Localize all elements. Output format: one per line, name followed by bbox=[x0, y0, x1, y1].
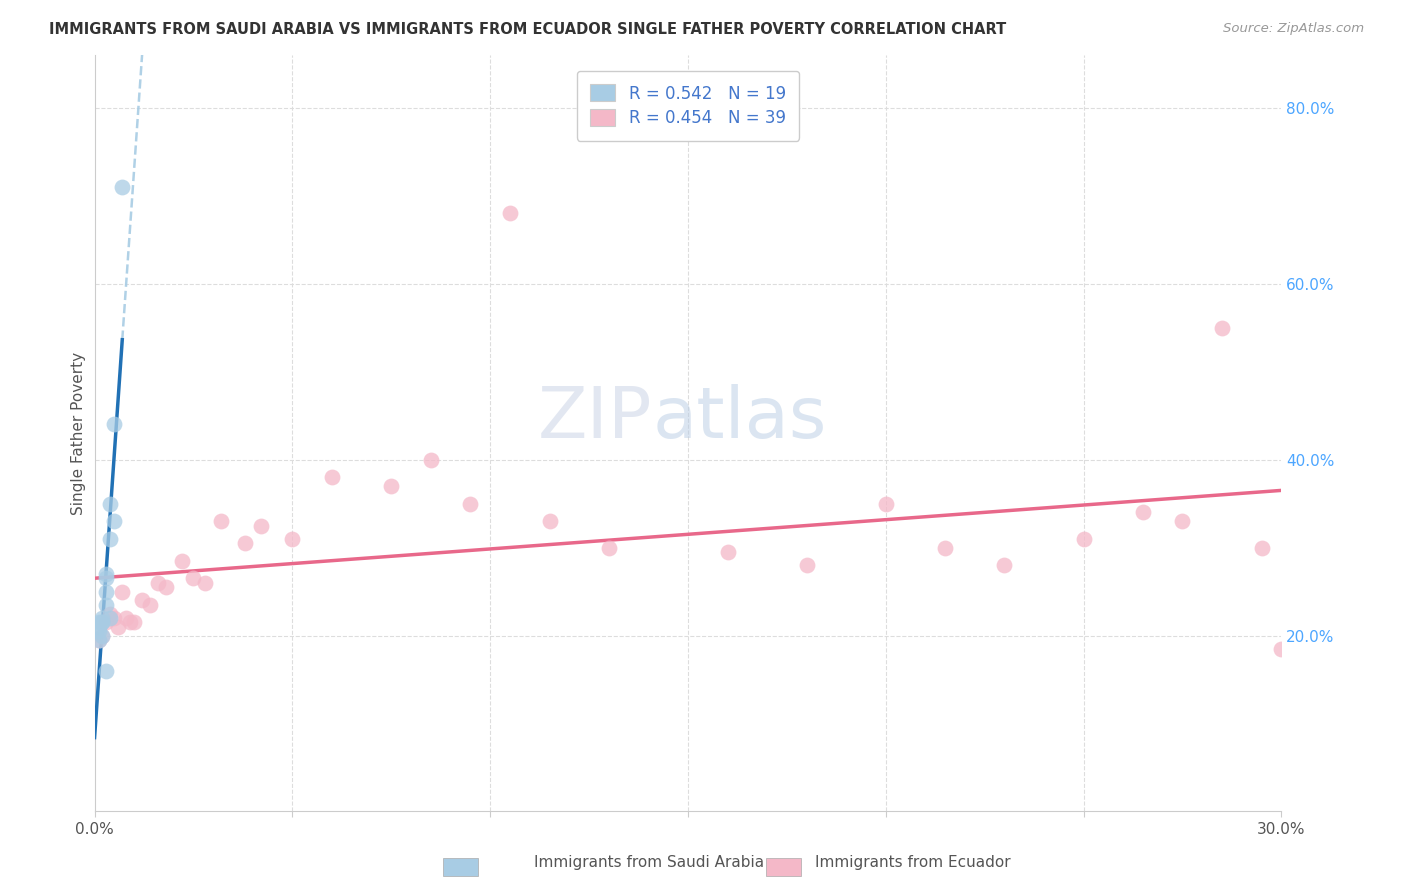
Point bbox=[115, 611, 138, 625]
Point bbox=[100, 532, 122, 546]
Point bbox=[875, 497, 897, 511]
Point bbox=[499, 206, 522, 220]
Point bbox=[716, 545, 738, 559]
Point bbox=[87, 620, 110, 634]
Point bbox=[281, 532, 304, 546]
Point bbox=[598, 541, 620, 555]
Point bbox=[96, 584, 118, 599]
Point bbox=[91, 629, 114, 643]
Point bbox=[120, 615, 142, 630]
Text: atlas: atlas bbox=[652, 384, 827, 452]
Point bbox=[91, 629, 114, 643]
Point bbox=[1270, 641, 1292, 656]
Point bbox=[249, 518, 271, 533]
Point bbox=[96, 615, 118, 630]
Point bbox=[131, 593, 153, 607]
Text: ZIP: ZIP bbox=[538, 384, 652, 452]
Point bbox=[380, 479, 402, 493]
Point bbox=[419, 452, 441, 467]
Point bbox=[122, 615, 145, 630]
Point bbox=[170, 554, 193, 568]
Point bbox=[233, 536, 256, 550]
Point bbox=[96, 664, 118, 678]
Point bbox=[103, 514, 125, 528]
Point bbox=[934, 541, 956, 555]
Point bbox=[139, 598, 162, 612]
Point bbox=[100, 611, 122, 625]
Point bbox=[1250, 541, 1272, 555]
Point bbox=[321, 470, 343, 484]
Point bbox=[194, 575, 217, 590]
Point bbox=[111, 180, 134, 194]
Point bbox=[183, 571, 205, 585]
Point bbox=[460, 497, 482, 511]
Point bbox=[96, 571, 118, 585]
Point bbox=[107, 620, 129, 634]
Point bbox=[87, 632, 110, 647]
Point bbox=[1171, 514, 1194, 528]
Point bbox=[91, 615, 114, 630]
Point bbox=[1073, 532, 1095, 546]
Point bbox=[1211, 320, 1233, 334]
Point bbox=[103, 611, 125, 625]
Point bbox=[100, 607, 122, 621]
Point bbox=[146, 575, 169, 590]
Y-axis label: Single Father Poverty: Single Father Poverty bbox=[72, 351, 86, 515]
Point bbox=[91, 615, 114, 630]
Point bbox=[796, 558, 818, 573]
Point bbox=[87, 624, 110, 639]
Text: Immigrants from Saudi Arabia: Immigrants from Saudi Arabia bbox=[534, 855, 765, 870]
Point bbox=[111, 584, 134, 599]
Point bbox=[1132, 505, 1154, 519]
Point bbox=[91, 611, 114, 625]
Point bbox=[103, 417, 125, 432]
Text: Source: ZipAtlas.com: Source: ZipAtlas.com bbox=[1223, 22, 1364, 36]
Text: Immigrants from Ecuador: Immigrants from Ecuador bbox=[815, 855, 1011, 870]
Point bbox=[209, 514, 232, 528]
Point bbox=[96, 566, 118, 581]
Point bbox=[87, 615, 110, 630]
Point bbox=[87, 632, 110, 647]
Point bbox=[100, 497, 122, 511]
Point bbox=[96, 598, 118, 612]
Legend: R = 0.542   N = 19, R = 0.454   N = 39: R = 0.542 N = 19, R = 0.454 N = 39 bbox=[576, 71, 799, 141]
Point bbox=[538, 514, 561, 528]
Text: IMMIGRANTS FROM SAUDI ARABIA VS IMMIGRANTS FROM ECUADOR SINGLE FATHER POVERTY CO: IMMIGRANTS FROM SAUDI ARABIA VS IMMIGRAN… bbox=[49, 22, 1007, 37]
Point bbox=[993, 558, 1015, 573]
Point bbox=[155, 580, 177, 594]
